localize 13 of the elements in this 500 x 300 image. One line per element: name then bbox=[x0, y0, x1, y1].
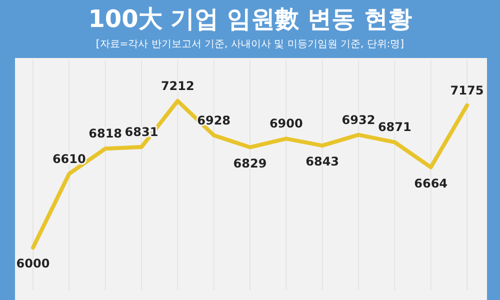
data-label: 6932 bbox=[342, 112, 376, 127]
data-label: 6843 bbox=[306, 154, 340, 169]
data-label: 6900 bbox=[269, 116, 303, 131]
data-label: 6000 bbox=[16, 256, 50, 271]
data-label: 7212 bbox=[160, 78, 194, 93]
data-label: 6818 bbox=[88, 126, 122, 141]
data-label: 6610 bbox=[52, 152, 86, 166]
data-label: 7175 bbox=[450, 83, 484, 98]
data-label: 6871 bbox=[378, 120, 412, 134]
data-label: 6664 bbox=[414, 176, 448, 190]
chart-title: 100大 기업 임원數 변동 현황 bbox=[88, 5, 412, 33]
chart-subtitle: [자료=각사 반기보고서 기준, 사내이사 및 미등기임원 기준, 단위:명] bbox=[96, 39, 404, 50]
data-label: 6829 bbox=[233, 156, 267, 170]
